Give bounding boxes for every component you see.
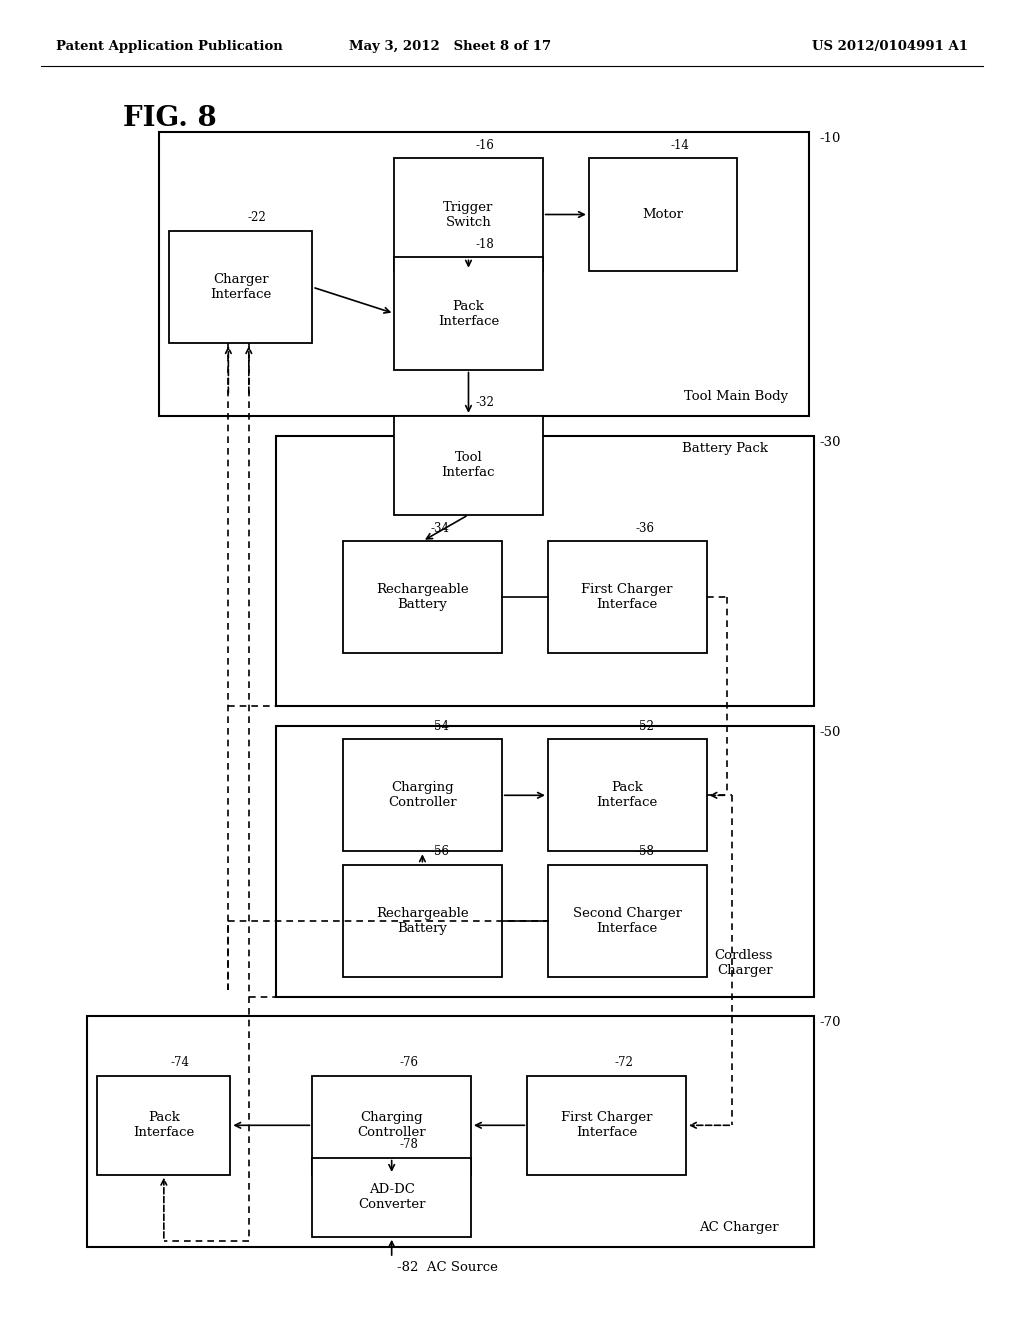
Bar [159,132,809,416]
Bar [394,257,543,370]
Text: -58: -58 [635,845,654,858]
Text: Pack
Interface: Pack Interface [597,781,657,809]
Text: Charging
Controller: Charging Controller [357,1111,426,1139]
Text: Battery Pack: Battery Pack [682,442,768,455]
Bar [312,1158,471,1237]
Bar [343,739,502,851]
Text: US 2012/0104991 A1: US 2012/0104991 A1 [812,40,968,53]
Text: -36: -36 [635,521,654,535]
Text: -16: -16 [476,139,495,152]
Text: -70: -70 [819,1016,841,1030]
Bar [548,541,707,653]
Text: -74: -74 [170,1056,189,1069]
Text: -82  AC Source: -82 AC Source [397,1261,499,1274]
Bar [169,231,312,343]
Text: Cordless
Charger: Cordless Charger [715,949,773,977]
Text: -34: -34 [430,521,450,535]
Text: Rechargeable
Battery: Rechargeable Battery [376,907,469,935]
Text: Pack
Interface: Pack Interface [133,1111,195,1139]
Text: -32: -32 [476,396,495,409]
Text: -22: -22 [248,211,266,224]
Text: Charger
Interface: Charger Interface [210,273,271,301]
Text: -30: -30 [819,436,841,449]
Text: -18: -18 [476,238,495,251]
Text: -78: -78 [399,1138,419,1151]
Text: Rechargeable
Battery: Rechargeable Battery [376,583,469,611]
Bar [276,436,814,706]
Text: Patent Application Publication: Patent Application Publication [56,40,283,53]
Text: -76: -76 [399,1056,419,1069]
Bar [527,1076,686,1175]
Text: Motor: Motor [642,209,684,220]
Bar [312,1076,471,1175]
Text: First Charger
Interface: First Charger Interface [582,583,673,611]
Bar [589,158,737,271]
Text: -72: -72 [614,1056,634,1069]
Text: Tool Main Body: Tool Main Body [684,389,788,403]
Bar [97,1076,230,1175]
Bar [343,541,502,653]
Bar [394,158,543,271]
Bar [276,726,814,997]
Text: Second Charger
Interface: Second Charger Interface [572,907,682,935]
Text: -54: -54 [430,719,450,733]
Text: First Charger
Interface: First Charger Interface [561,1111,652,1139]
Text: -56: -56 [430,845,450,858]
Text: Tool
Interfac: Tool Interfac [441,451,496,479]
Text: May 3, 2012   Sheet 8 of 17: May 3, 2012 Sheet 8 of 17 [349,40,552,53]
Bar [394,416,543,515]
Text: Trigger
Switch: Trigger Switch [443,201,494,228]
Text: -10: -10 [819,132,841,145]
Text: -14: -14 [671,139,689,152]
Text: -50: -50 [819,726,841,739]
Text: FIG. 8: FIG. 8 [123,106,217,132]
Text: Pack
Interface: Pack Interface [438,300,499,327]
Text: AC Charger: AC Charger [698,1221,778,1234]
Text: Charging
Controller: Charging Controller [388,781,457,809]
Bar [343,865,502,977]
Bar [548,865,707,977]
Text: -52: -52 [635,719,654,733]
Bar [548,739,707,851]
Bar [87,1016,814,1247]
Text: AD-DC
Converter: AD-DC Converter [358,1183,425,1212]
